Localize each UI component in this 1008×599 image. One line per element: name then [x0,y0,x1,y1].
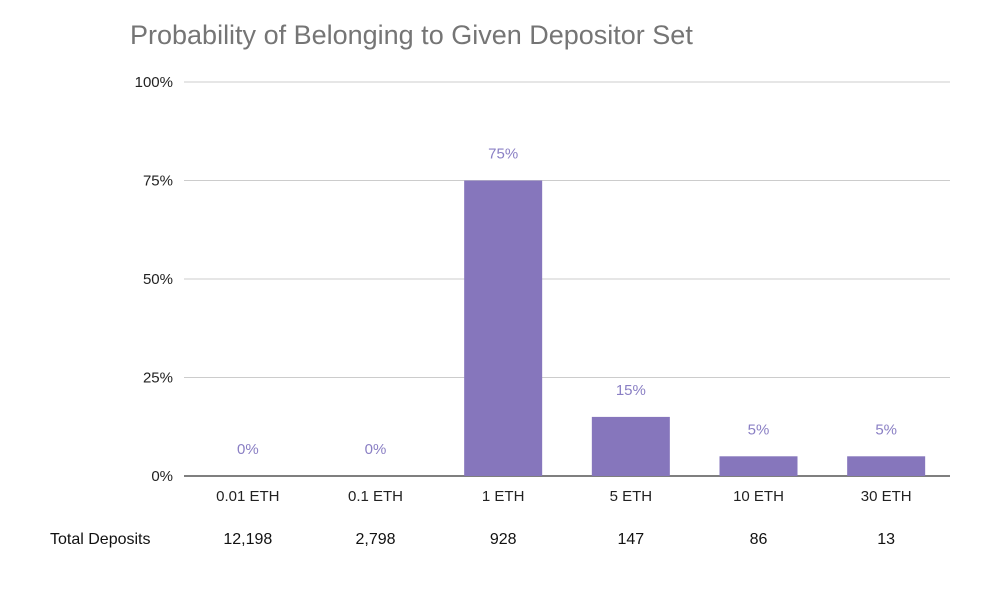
x-tick-label: 10 ETH [733,488,784,505]
x-tick-label: 5 ETH [610,488,653,505]
y-tick-label: 25% [143,370,173,387]
y-tick-label: 0% [151,468,173,485]
data-label: 15% [616,382,646,399]
bar [464,180,543,476]
total-deposits-value: 928 [490,531,517,548]
x-tick-label: 30 ETH [861,488,912,505]
data-label: 5% [748,421,770,438]
total-deposits-value: 13 [877,531,895,548]
y-tick-label: 75% [143,173,173,190]
x-tick-label: 0.1 ETH [348,488,403,505]
total-deposits-value: 147 [617,531,644,548]
y-tick-label: 100% [135,74,173,91]
y-tick-label: 50% [143,271,173,288]
total-deposits-value: 86 [750,531,768,548]
data-label: 0% [237,441,259,458]
bar [847,456,926,476]
total-deposits-value: 12,198 [223,531,272,548]
total-deposits-value: 2,798 [355,531,395,548]
bar [719,456,798,476]
chart-title: Probability of Belonging to Given Deposi… [130,20,693,50]
bar [591,416,670,476]
data-label: 5% [875,421,897,438]
x-tick-label: 0.01 ETH [216,488,279,505]
x-tick-label: 1 ETH [482,488,525,505]
data-label: 0% [365,441,387,458]
total-deposits-label: Total Deposits [50,531,151,548]
data-label: 75% [488,146,518,163]
